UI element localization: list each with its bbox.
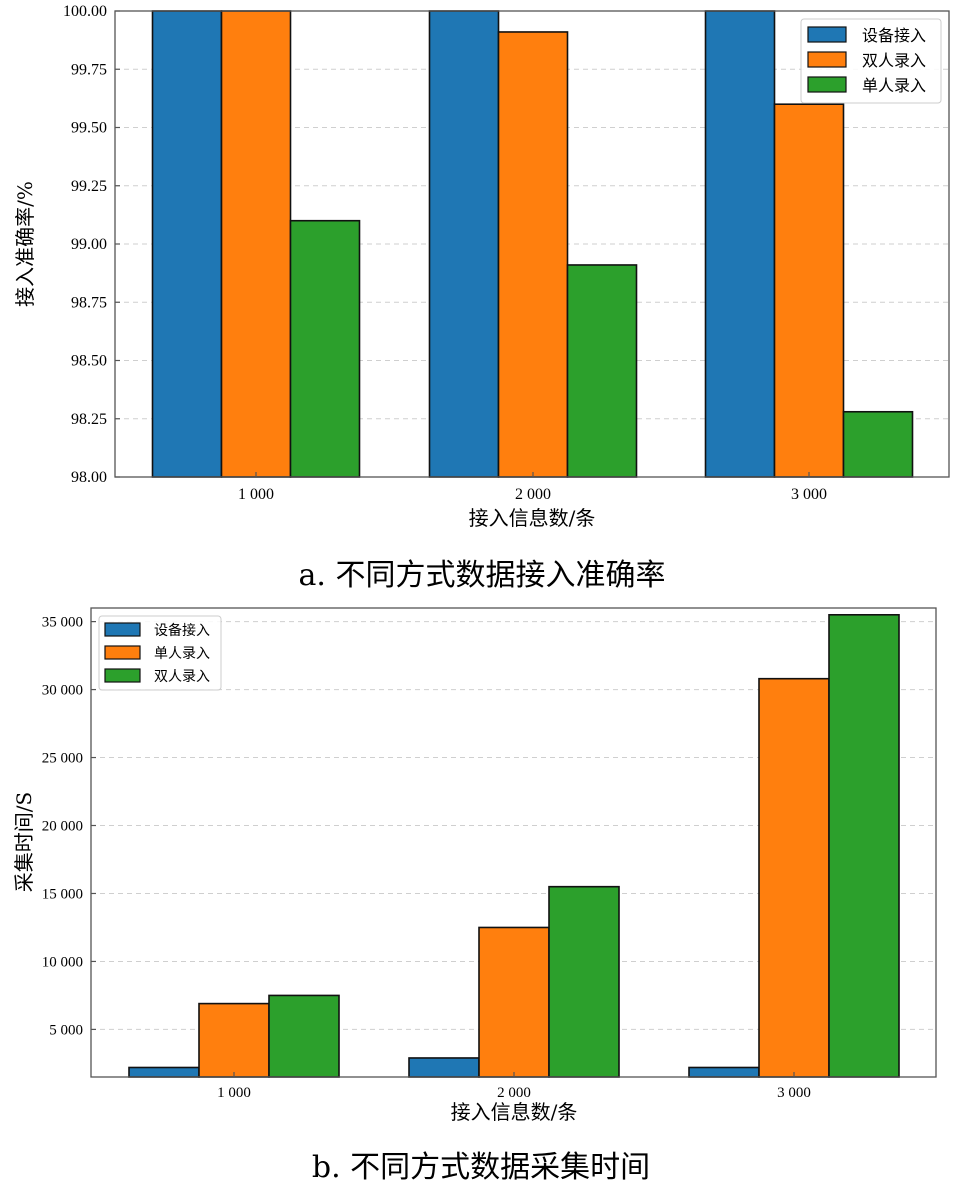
chart-a-legend-label: 单人录入: [862, 76, 926, 95]
chart-a-ytick-label: 98.00: [71, 469, 107, 486]
chart-a-y-ticks: 98.00 98.25 98.50 98.75 99.00 99.25 99.50 99.75…: [63, 3, 120, 486]
chart-b-bar-2-3: [758, 677, 830, 1078]
chart-b-y-ticks: 5 000 10 000 15 000 20 000 25 000 30 000 35 00…: [42, 615, 96, 1038]
chart-b-bar-1-1: [128, 1066, 200, 1078]
chart-a-caption: a. 不同方式数据接入准确率: [299, 558, 666, 593]
chart-a-bar-1-2: [428, 10, 500, 478]
chart-b-ytick-label: 5 000: [49, 1022, 83, 1038]
chart-a-ytick-label: 98.50: [71, 353, 107, 370]
chart-b-ytick-label: 35 000: [42, 615, 83, 631]
chart-a-bar-3-2: [566, 264, 638, 478]
chart-a-legend-label: 设备接入: [862, 26, 926, 45]
chart-a-bar-1-3: [704, 10, 776, 478]
chart-a-ytick-label: 99.75: [71, 61, 107, 78]
chart-b-legend-label: 设备接入: [154, 622, 210, 639]
chart-a-bar-1-1: [151, 10, 223, 478]
chart-a-legend-label: 双人录入: [862, 51, 926, 70]
chart-a-bar-2-2: [497, 31, 569, 478]
chart-b-bar-1-2: [408, 1057, 480, 1078]
chart-b-xlabel: 接入信息数/条: [451, 1100, 578, 1124]
chart-b-bars: [128, 613, 900, 1078]
chart-b-ytick-label: 10 000: [42, 954, 83, 970]
chart-a-xlabel: 接入信息数/条: [469, 506, 596, 530]
chart-b-legend-swatch: [104, 645, 141, 660]
chart-a-bar-3-1: [289, 219, 361, 478]
chart-b-bar-1-3: [688, 1066, 760, 1078]
chart-a-ytick-label: 99.00: [71, 236, 107, 253]
chart-b-xtick-label: 2 000: [497, 1085, 531, 1101]
chart-b-xtick-label: 3 000: [777, 1085, 811, 1101]
chart-b-legend-label: 双人录入: [154, 669, 210, 685]
chart-b-bar-3-3: [828, 613, 900, 1078]
chart-b-ylabel: 采集时间/S: [12, 792, 36, 892]
chart-b-ytick-label: 30 000: [42, 683, 83, 699]
chart-a-ytick-label: 99.25: [71, 178, 107, 195]
chart-a-xtick-label: 2 000: [515, 486, 551, 503]
chart-b-xtick-label: 1 000: [217, 1085, 251, 1101]
chart-a: 98.00 98.25 98.50 98.75 99.00 99.25 99.50 99.75…: [13, 3, 950, 593]
chart-a-ylabel: 接入准确率/%: [13, 181, 37, 307]
chart-b-legend-swatch: [104, 622, 141, 637]
chart-b-ytick-label: 20 000: [42, 819, 83, 835]
chart-a-ytick-label: 98.75: [71, 294, 107, 311]
chart-a-bars: [151, 10, 914, 478]
chart-b-legend-label: 单人录入: [154, 646, 210, 662]
chart-b-ytick-label: 25 000: [42, 751, 83, 767]
chart-a-xtick-label: 1 000: [238, 486, 274, 503]
chart-b: 5 000 10 000 15 000 20 000 25 000 30 000 35 00…: [12, 607, 937, 1185]
chart-a-ytick-label: 98.25: [71, 411, 107, 428]
chart-a-bar-3-3: [842, 410, 914, 478]
chart-a-legend-swatch: [807, 76, 847, 93]
chart-b-legend-swatch: [104, 668, 141, 683]
chart-b-bar-3-1: [268, 994, 340, 1078]
chart-a-legend-swatch: [807, 51, 847, 68]
chart-a-bar-2-1: [220, 10, 292, 478]
chart-b-caption: b. 不同方式数据采集时间: [312, 1150, 650, 1185]
chart-b-bar-3-2: [548, 885, 620, 1078]
chart-a-ytick-label: 99.50: [71, 120, 107, 137]
chart-a-x-ticks: 1 000 2 000 3 000: [238, 472, 827, 503]
chart-a-bar-2-3: [773, 103, 845, 478]
chart-b-ytick-label: 15 000: [42, 886, 83, 902]
chart-b-bar-2-2: [478, 926, 550, 1078]
chart-a-ytick-label: 100.00: [63, 3, 107, 20]
chart-b-x-ticks: 1 000 2 000 3 000: [217, 1072, 811, 1101]
chart-b-bar-2-1: [198, 1002, 270, 1078]
chart-a-xtick-label: 3 000: [791, 486, 827, 503]
chart-a-legend-swatch: [807, 26, 847, 43]
